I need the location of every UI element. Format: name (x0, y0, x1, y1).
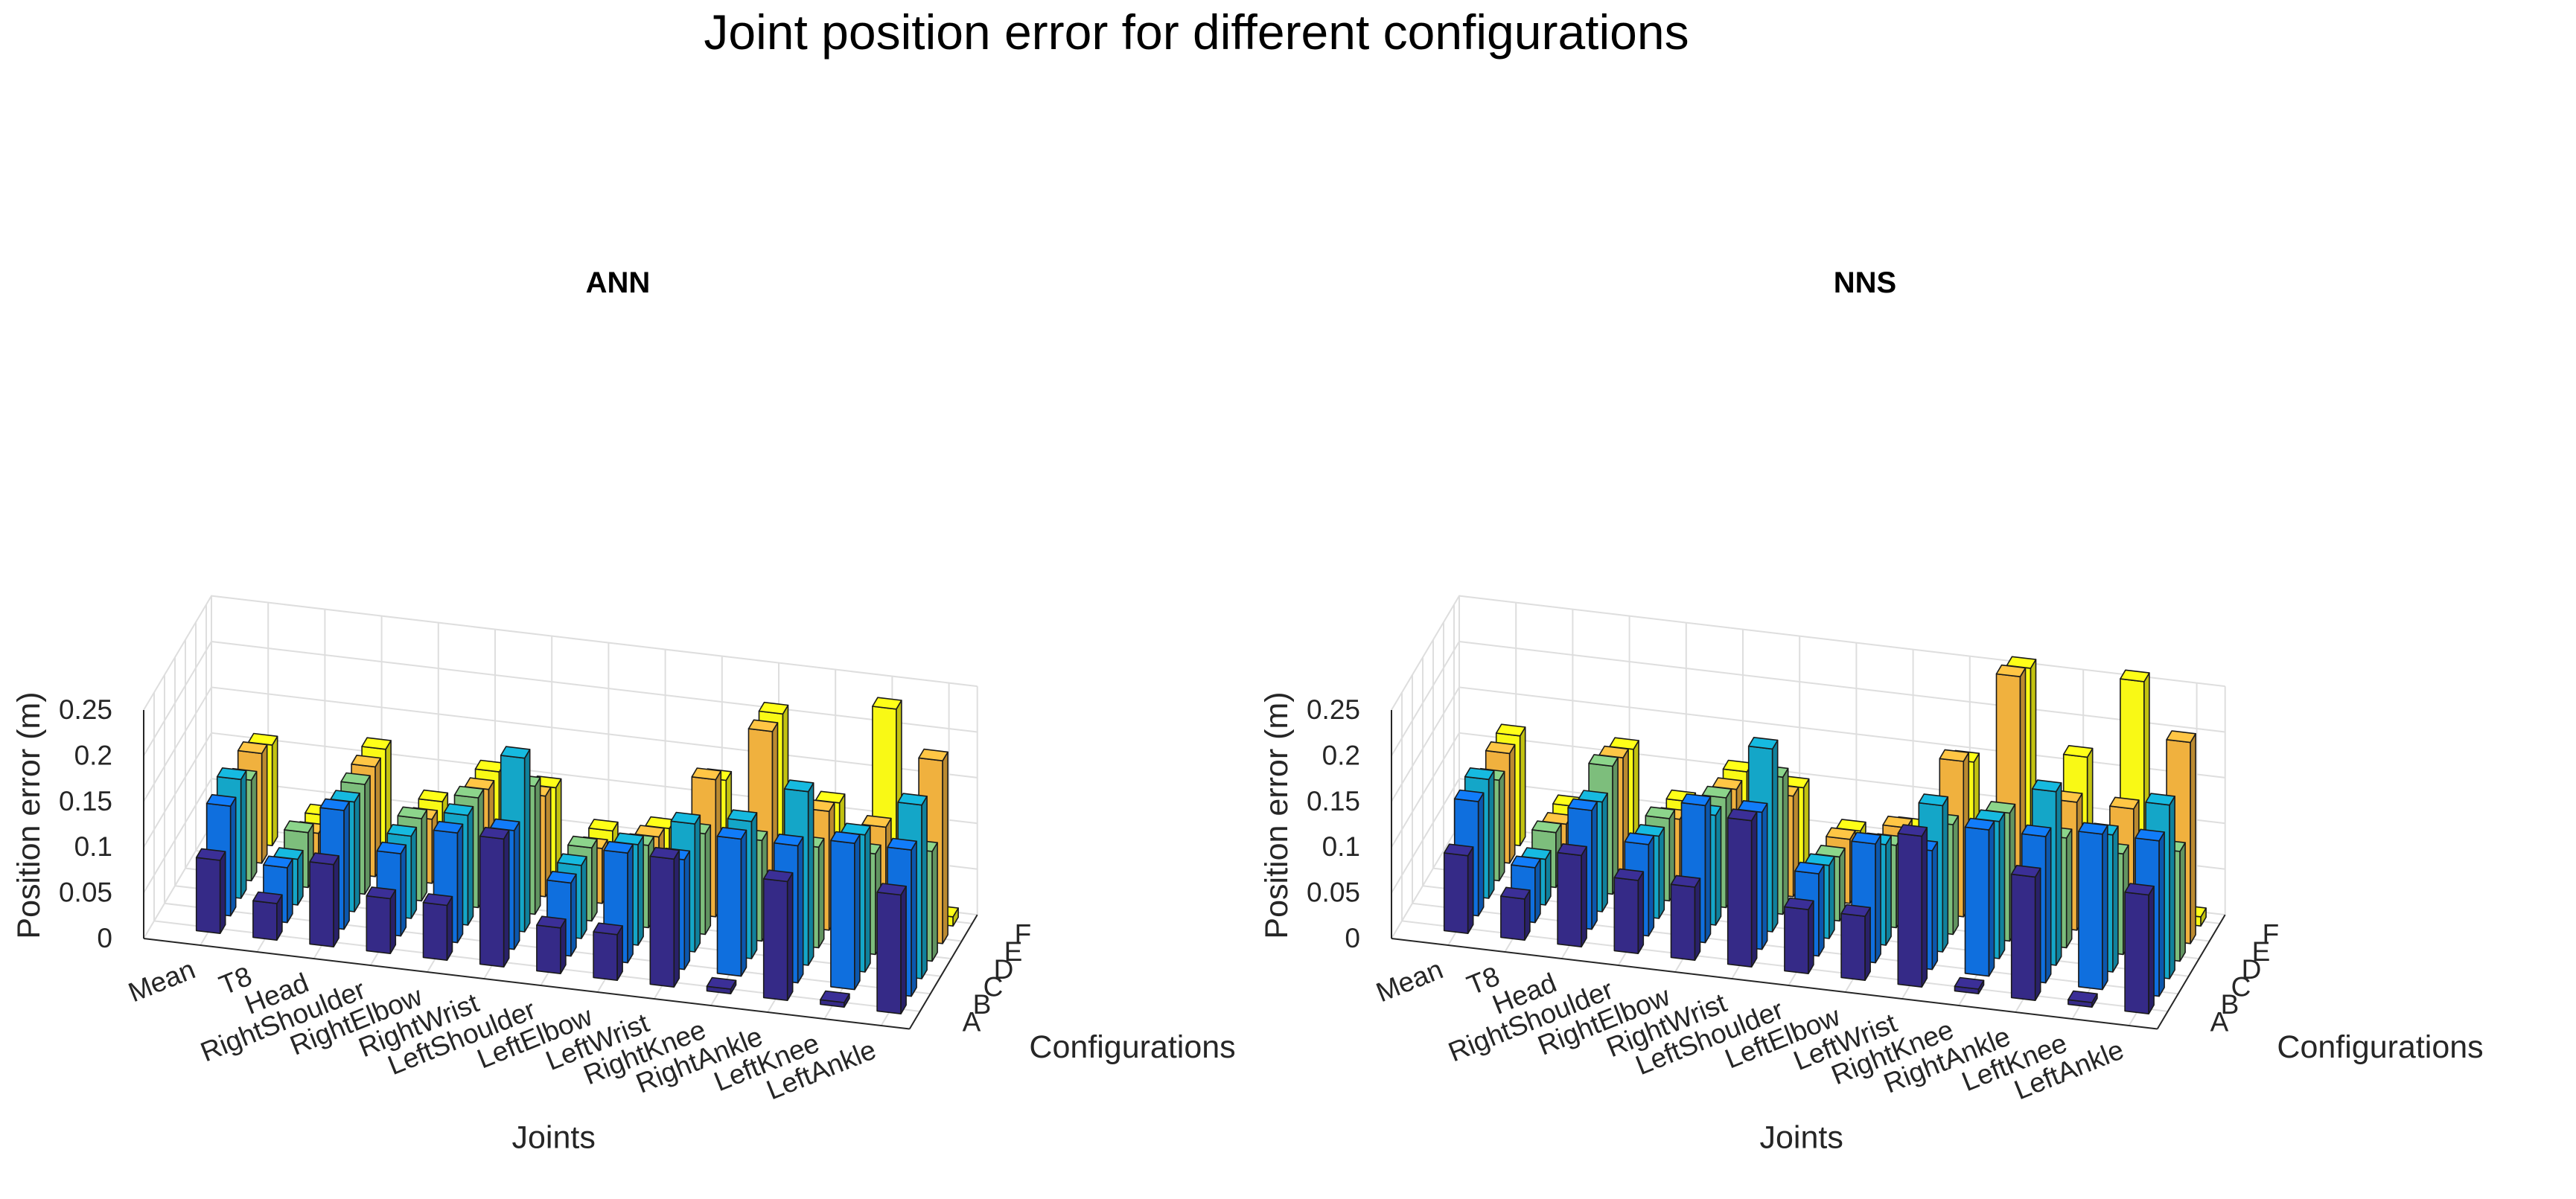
y-axis-label: Configurations (1029, 1029, 1235, 1065)
config-tick-c: C (983, 971, 1004, 1002)
z-axis-label: Position error (m) (1259, 691, 1295, 939)
z-tick-label: 0.05 (59, 877, 112, 908)
panel-ann: ANN 0 0.05 0.1 0.15 0.2 0.25 Position error (m)… (11, 266, 1236, 1156)
bar-right-shoulder-a (1613, 868, 1645, 954)
z-tick-label: 0.2 (74, 740, 112, 770)
panel-nns: NNS 0 0.05 0.1 0.15 0.2 0.25 Position error (m)… (1259, 266, 2484, 1156)
bar-right-wrist-a (479, 826, 510, 968)
bar-left-knee-b (830, 831, 861, 991)
bar-left-shoulder-a (536, 915, 567, 974)
x-axis-label: Joints (1760, 1120, 1843, 1156)
z-tick-label: 0.05 (1307, 877, 1360, 908)
bar-left-knee-b (2078, 822, 2108, 991)
config-tick-a: A (963, 1007, 981, 1037)
bar-right-wrist-a (1727, 808, 1758, 968)
joint-tick-mean: Mean (1372, 954, 1447, 1008)
config-tick-f: F (2263, 919, 2280, 950)
config-tick-d: D (994, 954, 1014, 985)
y-axis-line (2156, 914, 2226, 1030)
bar-right-knee-a (706, 976, 737, 994)
bar-left-wrist-a (1897, 824, 1928, 988)
z-tick-label: 0.2 (1322, 740, 1360, 770)
z-tick-label: 0.25 (59, 694, 112, 725)
bar-left-knee-a (2068, 990, 2098, 1008)
config-tick-e: E (2252, 936, 2271, 967)
bar-left-elbow-a (593, 922, 623, 981)
config-tick-f: F (1015, 919, 1032, 950)
config-tick-e: E (1004, 936, 1023, 967)
bar-mean-a (195, 848, 226, 934)
bar-right-ankle-a (2010, 865, 2041, 1001)
config-tick-c: C (2231, 971, 2251, 1002)
x-axis-label: Joints (512, 1120, 596, 1156)
y-axis-label: Configurations (2277, 1029, 2483, 1065)
x-axis-line (143, 938, 910, 1030)
bar-left-wrist-a (649, 846, 680, 988)
z-tick-label: 0.1 (1322, 831, 1360, 862)
z-tick-label: 0 (97, 923, 112, 953)
bar-right-elbow-a (1670, 875, 1701, 961)
bar-left-ankle-a (876, 883, 907, 1014)
z-tick-label: 0.15 (1307, 786, 1360, 816)
bar-right-knee-b (716, 827, 747, 977)
bar-left-ankle-a (2124, 883, 2155, 1014)
bar-head-a (1557, 843, 1587, 947)
bar-right-knee-a (1954, 976, 1985, 994)
bar-t8-a (252, 891, 283, 941)
config-tick-a: A (2210, 1007, 2229, 1037)
bar-right-shoulder-a (366, 886, 397, 954)
z-tick-label: 0.15 (59, 786, 112, 816)
panel-title: ANN (586, 266, 651, 299)
bar-t8-a (1500, 886, 1531, 941)
bar-head-a (309, 852, 339, 947)
bars (1443, 656, 2207, 1014)
bar-left-elbow-a (1840, 904, 1871, 981)
config-tick-d: D (2242, 954, 2262, 985)
bar-right-elbow-a (422, 893, 453, 961)
z-axis-label: Position error (m) (11, 691, 47, 939)
bar-mean-a (1443, 843, 1474, 934)
bar-right-ankle-a (762, 869, 794, 1001)
config-tick-b: B (973, 989, 992, 1020)
z-tick-label: 0.1 (74, 831, 112, 862)
bars (195, 697, 959, 1014)
z-tick-label: 0.25 (1307, 694, 1360, 725)
x-axis-line (1391, 938, 2158, 1030)
bar-left-shoulder-a (1784, 897, 1814, 974)
z-tick-label: 0 (1345, 923, 1360, 953)
bar-left-knee-a (820, 990, 850, 1008)
joint-tick-mean: Mean (124, 954, 200, 1008)
bar-right-knee-b (1964, 817, 1995, 977)
panel-title: NNS (1834, 266, 1896, 299)
y-axis-line (908, 914, 978, 1030)
figure-title: Joint position error for different confi… (704, 4, 1689, 60)
config-tick-b: B (2221, 989, 2239, 1020)
